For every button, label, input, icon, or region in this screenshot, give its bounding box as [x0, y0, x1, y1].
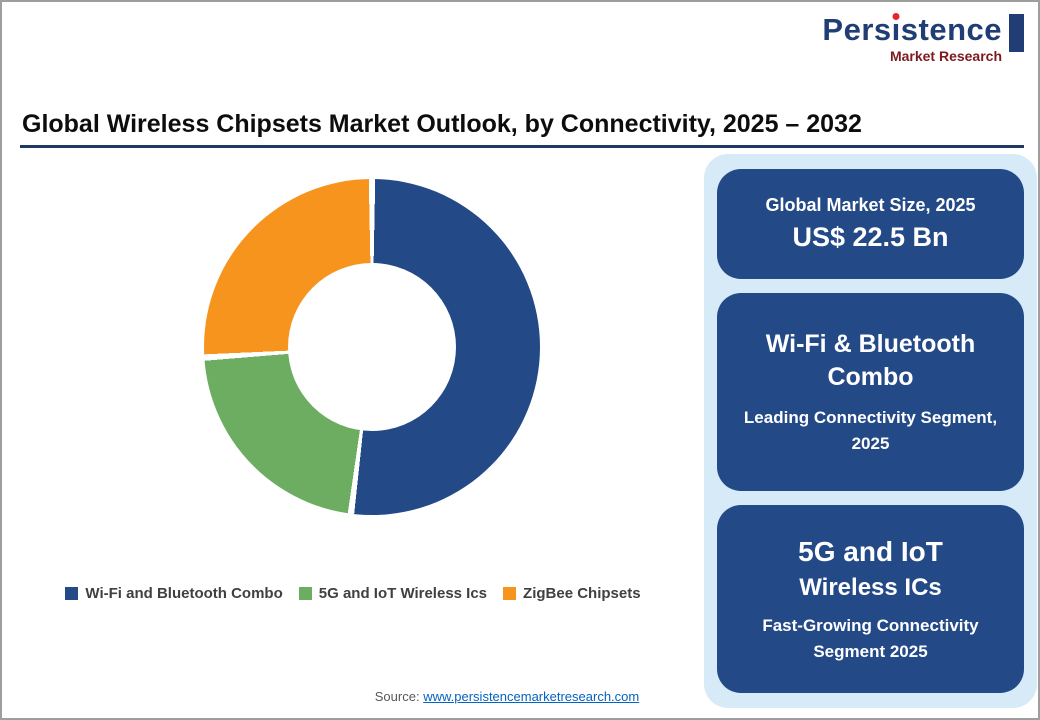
title-divider: [20, 145, 1024, 148]
legend-label: Wi-Fi and Bluetooth Combo: [85, 585, 283, 602]
card-leading-segment: Wi-Fi & Bluetooth Combo Leading Connecti…: [717, 293, 1024, 491]
brand-part2: stence: [900, 12, 1002, 47]
pmr-logo-text: Persıstence Market Research: [822, 14, 1002, 64]
page-title: Global Wireless Chipsets Market Outlook,…: [22, 110, 862, 138]
market-size-label: Global Market Size, 2025: [765, 195, 976, 215]
brand-name: Persıstence: [822, 14, 1002, 45]
legend-item: 5G and IoT Wireless Ics: [298, 585, 488, 602]
leading-segment-name: Wi-Fi & Bluetooth Combo: [765, 330, 976, 391]
leading-segment-caption: Leading Connectivity Segment, 2025: [743, 408, 998, 453]
legend-item: ZigBee Chipsets: [503, 585, 641, 602]
legend-label: ZigBee Chipsets: [523, 585, 641, 602]
brand-subtitle: Market Research: [889, 48, 1002, 64]
brand-red-dot-i: ı: [891, 12, 901, 47]
pmr-logo: Persıstence Market Research: [822, 14, 1024, 64]
chart-legend: Wi-Fi and Bluetooth Combo 5G and IoT Wir…: [2, 585, 704, 602]
info-panel: Global Market Size, 2025 US$ 22.5 Bn Wi-…: [704, 154, 1037, 708]
fast-growing-name-line2: Wireless ICs: [799, 574, 942, 601]
donut-hole: [288, 263, 456, 431]
legend-label: 5G and IoT Wireless Ics: [318, 585, 488, 602]
card-fast-growing-segment: 5G and IoT Wireless ICs Fast-Growing Con…: [717, 505, 1024, 693]
card-market-size: Global Market Size, 2025 US$ 22.5 Bn: [717, 169, 1024, 279]
legend-swatch-wifi-bluetooth: [65, 587, 79, 600]
donut-chart: [204, 179, 540, 515]
market-size-value: US$ 22.5 Bn: [792, 222, 949, 252]
source-link[interactable]: www.persistencemarketresearch.com: [423, 689, 640, 704]
legend-item: Wi-Fi and Bluetooth Combo: [65, 585, 283, 602]
legend-swatch-5g-iot: [298, 587, 312, 600]
brand-part1: Pers: [822, 12, 892, 47]
source-label: Source:: [374, 689, 420, 704]
fast-growing-caption: Fast-Growing Connectivity Segment 2025: [762, 616, 979, 661]
logo-bar-icon: [1009, 14, 1024, 52]
source-line: Source: www.persistencemarketresearch.co…: [375, 689, 639, 704]
legend-swatch-zigbee: [503, 587, 517, 600]
fast-growing-name-line1: 5G and IoT: [798, 536, 943, 567]
